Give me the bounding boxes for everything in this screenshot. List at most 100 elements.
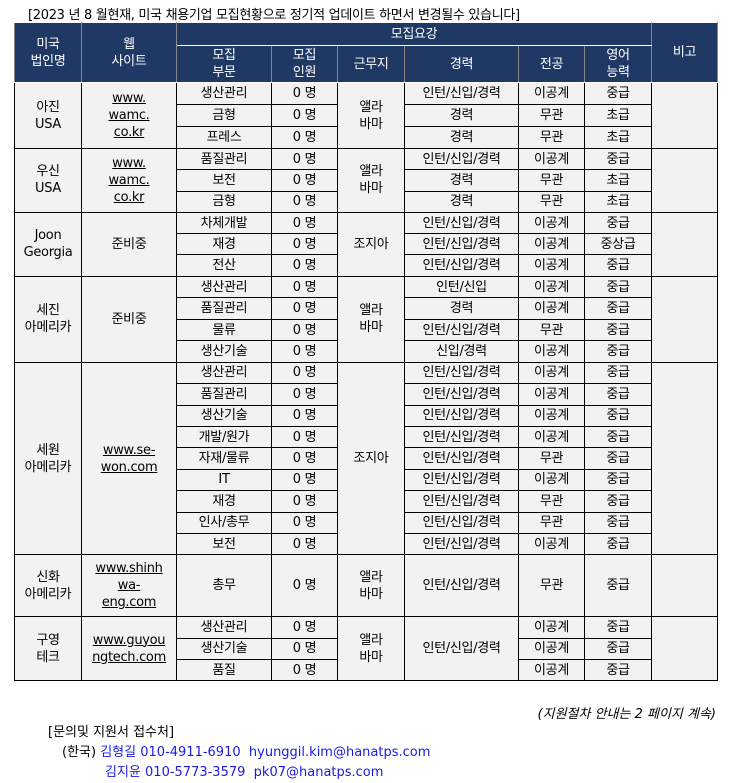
experience-cell: 경력 [404, 126, 519, 149]
text-line: 앨라 [359, 303, 383, 319]
dept-cell: 생산관리 [176, 275, 272, 299]
text-line: wamc. [108, 108, 150, 123]
count-cell: 0 명 [271, 254, 338, 277]
contact-line: 김지윤 010-5773-3579 pk07@hanatps.com [48, 763, 430, 783]
table-row: 우신 USA www. wamc. co.kr 품질관리 0 명 앨라 바마 인턴/신입/경력 이공… [14, 147, 719, 213]
dept-cell: 재경 [176, 490, 272, 513]
experience-cell: 경력 [404, 190, 519, 213]
text-line: 테크 [36, 649, 60, 665]
table-row: 금형 0 명 경력 무관 초급 [15, 104, 718, 127]
english-cell: 초급 [583, 126, 653, 149]
header-note: 비고 [651, 22, 719, 83]
contact-section: [문의및 지원서 접수처] (한국) 김형길 010-4911-6910 hyu… [48, 723, 430, 783]
text-line: USA [34, 116, 61, 132]
dept-cell: 개발/원가 [176, 425, 272, 449]
count-cell: 0 명 [271, 297, 338, 320]
company-website[interactable]: www. wamc. co.kr [81, 148, 177, 213]
table-row: 재경 0 명 인턴/신입/경력 이공계 중상급 [15, 233, 718, 256]
company-website[interactable]: www.shinh wa-eng.com [81, 554, 177, 618]
company-website[interactable]: www.se-won.com [81, 361, 177, 556]
count-cell: 0 명 [271, 637, 338, 660]
location-cell: 조지아 [337, 211, 405, 277]
text-line: co.kr [113, 189, 145, 205]
count-cell: 0 명 [271, 318, 338, 342]
dept-cell: 보전 [176, 169, 272, 192]
major-cell: 이공계 [518, 275, 585, 299]
experience-cell: 인턴/신입/경력 [404, 254, 519, 277]
text-line: www. [112, 155, 146, 171]
english-cell: 중급 [583, 447, 653, 470]
table-row: 세진 아메리카 준비중 생산관리 0 명 앨라 바마 인턴/신입 이공계 중급 [14, 275, 719, 363]
dept-cell: 인사/총무 [176, 511, 272, 534]
text-line: www.shinh [95, 561, 163, 577]
dept-cell: 생산관리 [176, 361, 272, 385]
count-cell: 0 명 [271, 447, 338, 470]
english-cell: 중급 [583, 425, 653, 449]
english-cell: 중급 [583, 532, 653, 556]
dept-cell: 품질관리 [176, 297, 272, 320]
table-row: 보전 0 명 경력 무관 초급 [15, 169, 718, 192]
company-name: Joon Georgia [14, 211, 82, 277]
table-row: 아진 USA www. wamc. co.kr 생산관리 0 명 앨라 바마 인턴/신입/경력 이공… [14, 82, 719, 149]
experience-cell: 인턴/신입/경력 [404, 383, 519, 406]
header-company: 미국 법인명 [14, 22, 82, 83]
english-cell: 중급 [583, 637, 653, 660]
table-row: 품질 0 명 이공계 중급 [15, 658, 718, 682]
table-row: 재경 0 명 인턴/신입/경력 무관 중급 [15, 490, 718, 513]
english-cell: 중급 [583, 383, 653, 406]
company-website[interactable]: www. wamc. co.kr [81, 82, 177, 149]
table-row: 금형 0 명 경력 무관 초급 [15, 190, 718, 213]
text-line: 바마 [359, 181, 383, 197]
experience-cell: 경력 [404, 104, 519, 127]
dept-cell: 품질관리 [176, 147, 272, 171]
english-cell: 초급 [583, 169, 653, 192]
contact-email[interactable]: pk07@hanatps.com [253, 765, 384, 780]
dept-cell: 프레스 [176, 126, 272, 149]
dept-cell: 품질 [176, 658, 272, 682]
table-row: 신화 아메리카 www.shinh wa-eng.com 총무 0 명 앨라 바마 인턴/신입/… [14, 554, 719, 618]
count-cell: 0 명 [271, 147, 338, 171]
dept-cell: 전산 [176, 254, 272, 277]
header-location: 근무지 [337, 45, 405, 83]
experience-cell: 인턴/신입/경력 [404, 468, 519, 492]
table-row: 보전 0 명 인턴/신입/경력 이공계 중급 [15, 532, 718, 556]
text-line: 아진 [36, 99, 60, 115]
contact-email[interactable]: hyunggil.kim@hanatps.com [248, 745, 431, 760]
count-cell: 0 명 [271, 275, 338, 299]
table-row: 품질관리 0 명 경력 이공계 중급 [15, 297, 718, 320]
text-line: wa- [117, 578, 141, 594]
major-cell: 이공계 [518, 361, 585, 385]
header-major: 전공 [518, 45, 585, 83]
text-line: 아메리카 [24, 459, 72, 475]
text-line: 구영 [36, 632, 60, 648]
major-cell: 이공계 [518, 532, 585, 556]
count-cell: 0 명 [271, 126, 338, 149]
dept-cell: IT [176, 468, 272, 492]
english-cell: 중급 [583, 490, 653, 513]
major-cell: 무관 [518, 447, 585, 470]
note-cell [651, 361, 719, 556]
major-cell: 이공계 [518, 404, 585, 427]
experience-cell: 인턴/신입/경력 [404, 82, 519, 105]
company-name: 아진 USA [14, 82, 82, 149]
count-cell: 0 명 [271, 361, 338, 385]
count-cell: 0 명 [271, 616, 338, 639]
company-website[interactable]: www.guyou ngtech.com [81, 616, 177, 682]
text-line: 아메리카 [24, 586, 72, 602]
dept-cell: 차체개발 [176, 211, 272, 235]
experience-cell: 인턴/신입 [404, 275, 519, 299]
dept-cell: 생산기술 [176, 404, 272, 427]
company-name: 세원 아메리카 [14, 361, 82, 556]
text-line: www.se- [102, 442, 156, 458]
english-cell: 중급 [583, 318, 653, 342]
count-cell: 0 명 [271, 104, 338, 127]
count-cell: 0 명 [271, 383, 338, 406]
dept-cell: 품질관리 [176, 383, 272, 406]
english-cell: 중급 [583, 361, 653, 385]
text-line: 앨라 [359, 164, 383, 180]
english-cell: 중상급 [583, 233, 653, 256]
text-line: ngtech.com [92, 649, 166, 665]
english-cell: 중급 [583, 468, 653, 492]
location-cell: 앨라 바마 [337, 554, 405, 618]
english-cell: 중급 [583, 340, 653, 363]
